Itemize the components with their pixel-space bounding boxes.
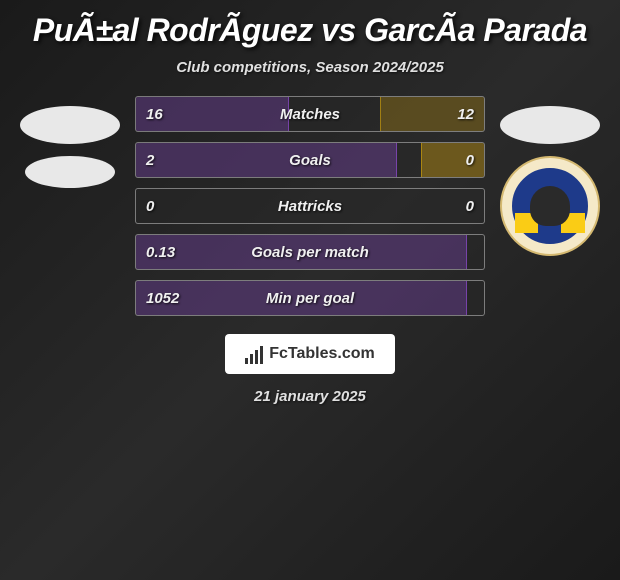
stat-value-left: 0.13 — [146, 244, 175, 261]
stat-row-goals: 2 Goals 0 — [135, 142, 485, 178]
page-subtitle: Club competitions, Season 2024/2025 — [176, 59, 444, 76]
footer: FcTables.com 21 january 2025 — [225, 334, 395, 405]
date-label: 21 january 2025 — [254, 388, 366, 405]
chart-icon — [245, 344, 263, 364]
stats-column: 16 Matches 12 2 Goals 0 0 Hattricks 0 0.… — [135, 96, 485, 316]
stat-fill-left — [136, 143, 397, 177]
stat-label: Goals per match — [251, 244, 369, 261]
stat-fill-right — [421, 143, 484, 177]
stat-label: Matches — [280, 106, 340, 123]
logo-text: FcTables.com — [269, 345, 375, 363]
stat-row-matches: 16 Matches 12 — [135, 96, 485, 132]
stat-value-left: 2 — [146, 152, 154, 169]
stat-value-left: 16 — [146, 106, 163, 123]
stat-label: Hattricks — [278, 198, 342, 215]
content-row: 16 Matches 12 2 Goals 0 0 Hattricks 0 0.… — [10, 96, 610, 316]
stat-value-right: 0 — [466, 152, 474, 169]
stat-label: Min per goal — [266, 290, 354, 307]
source-logo[interactable]: FcTables.com — [225, 334, 395, 374]
stat-value-right: 0 — [466, 198, 474, 215]
crest-head-icon — [530, 186, 570, 226]
player1-badge-icon — [20, 106, 120, 144]
player2-team-icon — [500, 156, 600, 256]
stat-value-left: 0 — [146, 198, 154, 215]
stat-value-left: 1052 — [146, 290, 179, 307]
stat-label: Goals — [289, 152, 331, 169]
player1-team-icon — [25, 156, 115, 188]
stat-row-hattricks: 0 Hattricks 0 — [135, 188, 485, 224]
stat-row-mpg: 1052 Min per goal — [135, 280, 485, 316]
page-title: PuÃ±al RodrÃ­guez vs GarcÃ­a Parada — [33, 12, 587, 49]
stat-row-gpm: 0.13 Goals per match — [135, 234, 485, 270]
right-badges — [495, 96, 605, 256]
main-container: PuÃ±al RodrÃ­guez vs GarcÃ­a Parada Club… — [0, 0, 620, 417]
player2-badge-icon — [500, 106, 600, 144]
stat-value-right: 12 — [457, 106, 474, 123]
left-badges — [15, 96, 125, 188]
team-crest-icon — [512, 168, 588, 244]
